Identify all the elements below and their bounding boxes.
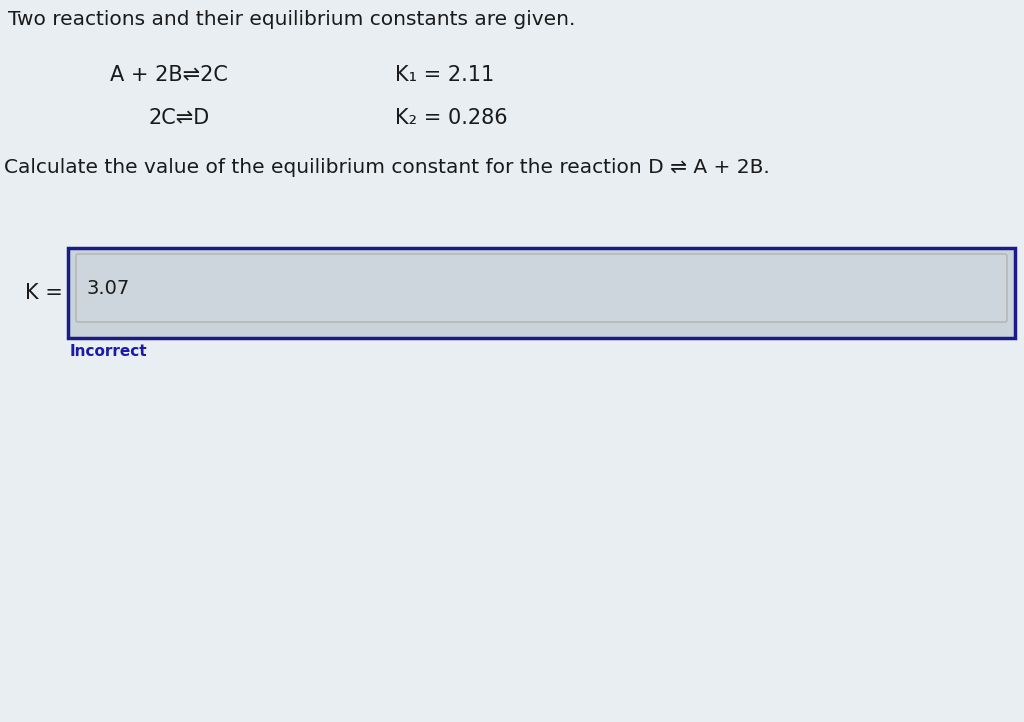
Text: K₁ = 2.11: K₁ = 2.11	[395, 65, 495, 85]
Text: A + 2B⇌2C: A + 2B⇌2C	[110, 65, 228, 85]
Text: Two reactions and their equilibrium constants are given.: Two reactions and their equilibrium cons…	[8, 10, 575, 29]
Text: Calculate the value of the equilibrium constant for the reaction D ⇌ A + 2B.: Calculate the value of the equilibrium c…	[4, 158, 770, 177]
FancyBboxPatch shape	[76, 254, 1007, 322]
Text: 3.07: 3.07	[86, 279, 129, 297]
Text: 2C⇌D: 2C⇌D	[148, 108, 209, 128]
Text: Incorrect: Incorrect	[70, 344, 147, 359]
Text: K₂ = 0.286: K₂ = 0.286	[395, 108, 508, 128]
Text: K =: K =	[26, 283, 63, 303]
FancyBboxPatch shape	[68, 248, 1015, 338]
